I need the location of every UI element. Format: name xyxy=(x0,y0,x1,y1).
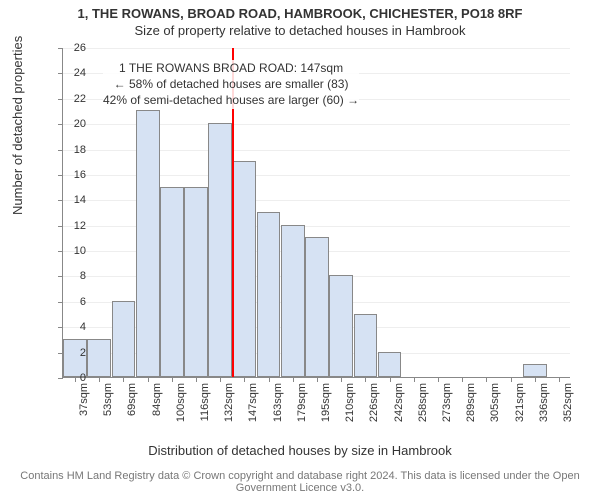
histogram-bar xyxy=(160,187,184,377)
histogram-bar xyxy=(305,237,329,377)
xtick-label: 179sqm xyxy=(296,383,308,422)
xtick-label: 336sqm xyxy=(538,383,550,422)
xtick-label: 321sqm xyxy=(514,383,526,422)
gridline xyxy=(63,48,570,49)
footer-attribution: Contains HM Land Registry data © Crown c… xyxy=(0,470,600,494)
ytick-label: 22 xyxy=(56,93,86,105)
x-axis-label: Distribution of detached houses by size … xyxy=(0,443,600,458)
xtick-label: 84sqm xyxy=(151,383,163,416)
xtick-mark xyxy=(365,377,366,382)
xtick-mark xyxy=(148,377,149,382)
ytick-label: 12 xyxy=(56,220,86,232)
histogram-bar xyxy=(281,225,305,377)
plot-region: 1 THE ROWANS BROAD ROAD: 147sqm← 58% of … xyxy=(62,48,570,378)
xtick-label: 289sqm xyxy=(465,383,477,422)
histogram-bar xyxy=(87,339,111,377)
ytick-label: 24 xyxy=(56,67,86,79)
xtick-mark xyxy=(269,377,270,382)
ytick-label: 20 xyxy=(56,118,86,130)
chart-area: 1 THE ROWANS BROAD ROAD: 147sqm← 58% of … xyxy=(62,48,570,378)
xtick-mark xyxy=(220,377,221,382)
histogram-bar xyxy=(523,364,547,377)
histogram-bar xyxy=(257,212,281,377)
xtick-label: 100sqm xyxy=(175,383,187,422)
ytick-label: 26 xyxy=(56,42,86,54)
xtick-label: 258sqm xyxy=(417,383,429,422)
chart-title: 1, THE ROWANS, BROAD ROAD, HAMBROOK, CHI… xyxy=(0,0,600,21)
xtick-mark xyxy=(511,377,512,382)
xtick-mark xyxy=(535,377,536,382)
histogram-bar xyxy=(112,301,136,377)
histogram-bar xyxy=(184,187,208,377)
xtick-label: 226sqm xyxy=(368,383,380,422)
xtick-mark xyxy=(244,377,245,382)
xtick-mark xyxy=(293,377,294,382)
xtick-label: 273sqm xyxy=(441,383,453,422)
y-axis-label: Number of detached properties xyxy=(10,36,25,215)
annotation-line1: 1 THE ROWANS BROAD ROAD: 147sqm xyxy=(103,60,359,76)
xtick-label: 210sqm xyxy=(344,383,356,422)
ytick-label: 2 xyxy=(56,347,86,359)
xtick-mark xyxy=(123,377,124,382)
ytick-label: 0 xyxy=(56,372,86,384)
xtick-mark xyxy=(438,377,439,382)
ytick-label: 16 xyxy=(56,169,86,181)
xtick-mark xyxy=(559,377,560,382)
xtick-mark xyxy=(341,377,342,382)
ytick-label: 6 xyxy=(56,296,86,308)
chart-subtitle: Size of property relative to detached ho… xyxy=(0,21,600,38)
xtick-label: 147sqm xyxy=(247,383,259,422)
histogram-bar xyxy=(233,161,257,377)
ytick-label: 18 xyxy=(56,144,86,156)
annotation-line2: ← 58% of detached houses are smaller (83… xyxy=(103,76,359,92)
xtick-label: 163sqm xyxy=(272,383,284,422)
ytick-label: 14 xyxy=(56,194,86,206)
xtick-mark xyxy=(462,377,463,382)
xtick-label: 69sqm xyxy=(126,383,138,416)
xtick-label: 242sqm xyxy=(393,383,405,422)
xtick-label: 116sqm xyxy=(199,383,211,421)
xtick-mark xyxy=(414,377,415,382)
xtick-label: 305sqm xyxy=(489,383,501,422)
annotation-box: 1 THE ROWANS BROAD ROAD: 147sqm← 58% of … xyxy=(103,60,359,109)
xtick-label: 352sqm xyxy=(562,383,574,422)
histogram-bar xyxy=(378,352,402,377)
xtick-mark xyxy=(486,377,487,382)
xtick-mark xyxy=(196,377,197,382)
histogram-bar xyxy=(136,110,160,377)
ytick-label: 4 xyxy=(56,321,86,333)
ytick-label: 10 xyxy=(56,245,86,257)
histogram-bar xyxy=(354,314,378,377)
histogram-bar xyxy=(208,123,232,377)
xtick-label: 53sqm xyxy=(102,383,114,416)
xtick-mark xyxy=(99,377,100,382)
xtick-mark xyxy=(317,377,318,382)
histogram-bar xyxy=(329,275,353,377)
xtick-mark xyxy=(390,377,391,382)
xtick-label: 37sqm xyxy=(78,383,90,416)
ytick-label: 8 xyxy=(56,270,86,282)
xtick-mark xyxy=(172,377,173,382)
annotation-line3: 42% of semi-detached houses are larger (… xyxy=(103,92,359,108)
xtick-label: 195sqm xyxy=(320,383,332,422)
xtick-label: 132sqm xyxy=(223,383,235,422)
